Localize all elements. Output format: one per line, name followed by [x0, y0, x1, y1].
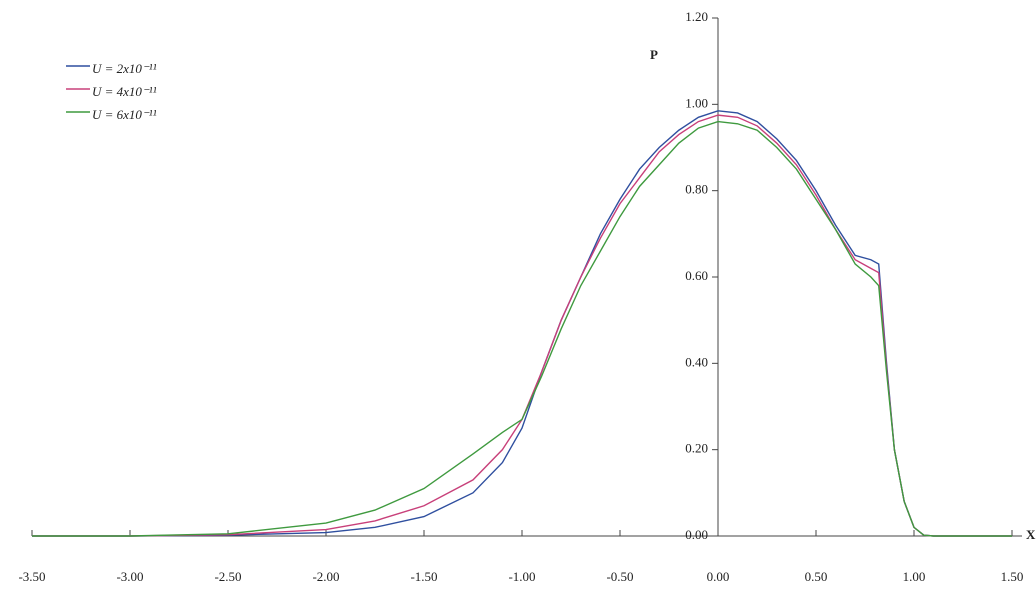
legend-label: U = 4x10⁻¹¹	[92, 84, 157, 99]
data-line	[32, 114, 1012, 537]
y-tick-label: 0.00	[685, 527, 708, 542]
x-tick-label: -2.00	[312, 569, 339, 584]
x-tick-label: -1.00	[508, 569, 535, 584]
x-tick-label: 0.50	[805, 569, 828, 584]
y-tick-label: 0.20	[685, 441, 708, 456]
data-line	[32, 120, 1012, 537]
x-axis-label: X	[1026, 527, 1036, 542]
x-tick-label: 1.00	[903, 569, 926, 584]
y-tick-label: 0.40	[685, 354, 708, 369]
x-tick-label: -1.50	[410, 569, 437, 584]
y-tick-label: 1.20	[685, 9, 708, 24]
x-tick-label: -2.50	[214, 569, 241, 584]
legend-label: U = 6x10⁻¹¹	[92, 107, 157, 122]
x-tick-label: 1.50	[1001, 569, 1024, 584]
y-tick-label: 1.00	[685, 95, 708, 110]
x-tick-label: -0.50	[606, 569, 633, 584]
x-tick-label: 0.00	[707, 569, 730, 584]
y-tick-label: 0.80	[685, 182, 708, 197]
y-axis-label: P	[650, 47, 658, 62]
legend-label: U = 2x10⁻¹¹	[92, 61, 157, 76]
data-line	[32, 110, 1012, 537]
x-tick-label: -3.00	[116, 569, 143, 584]
x-tick-label: -3.50	[18, 569, 45, 584]
y-tick-label: 0.60	[685, 268, 708, 283]
